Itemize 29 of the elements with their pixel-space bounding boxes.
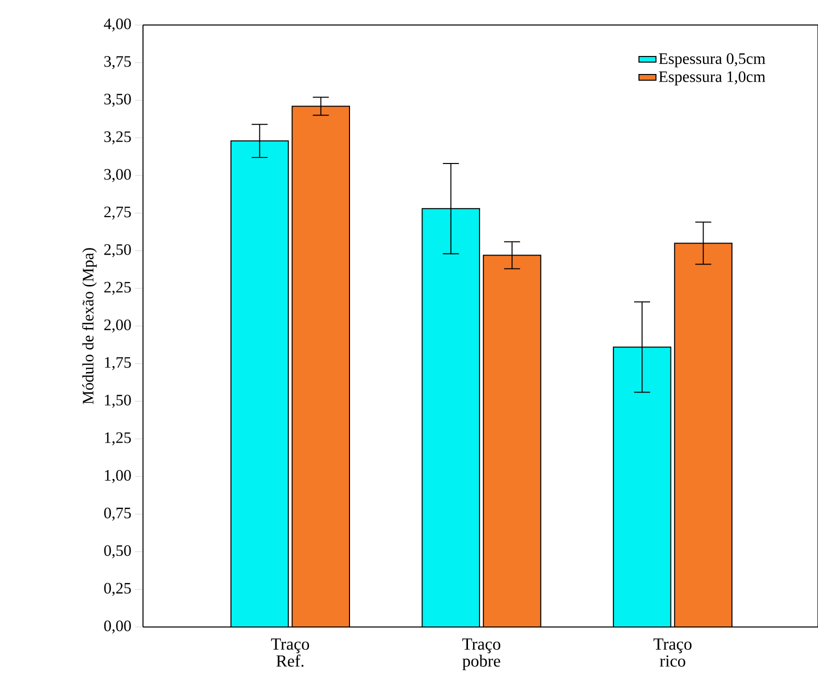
- y-tick-label: 3,00: [104, 168, 131, 182]
- y-tick-label: 1,25: [104, 432, 131, 446]
- y-tick-label: 2,25: [104, 282, 131, 295]
- y-axis-title: Módulo de flexão (Mpa): [82, 248, 97, 404]
- y-tick-label: 1,00: [104, 470, 131, 484]
- legend-label: Espessura 0,5cm: [658, 53, 766, 68]
- y-tick-label: 3,25: [104, 131, 131, 144]
- x-tick-label: Traço rico: [654, 638, 692, 667]
- y-tick-label: 0,00: [104, 620, 131, 634]
- y-tick-label: 2,50: [104, 244, 131, 258]
- x-tick-label: Traço Ref.: [271, 638, 310, 667]
- bar: [422, 208, 480, 627]
- y-tick-label: 4,00: [104, 18, 131, 32]
- y-tick-label: 2,75: [104, 206, 131, 220]
- x-tick-label: Traço pobre: [462, 638, 500, 670]
- bar: [483, 255, 541, 627]
- y-tick-label: 0,75: [104, 508, 131, 521]
- bar: [674, 242, 732, 627]
- bar: [612, 346, 672, 627]
- y-tick-label: 2,00: [104, 319, 131, 333]
- y-tick-label: 3,50: [104, 94, 131, 107]
- y-tick-label: 0,25: [104, 582, 131, 596]
- bar: [230, 140, 288, 627]
- y-tick-label: 1,75: [104, 357, 131, 370]
- y-tick-label: 0,50: [104, 545, 131, 558]
- bar: [292, 106, 350, 627]
- y-tick-label: 1,50: [104, 394, 131, 408]
- legend-label: Espessura 1,0cm: [658, 71, 766, 86]
- y-tick-label: 3,75: [104, 56, 131, 70]
